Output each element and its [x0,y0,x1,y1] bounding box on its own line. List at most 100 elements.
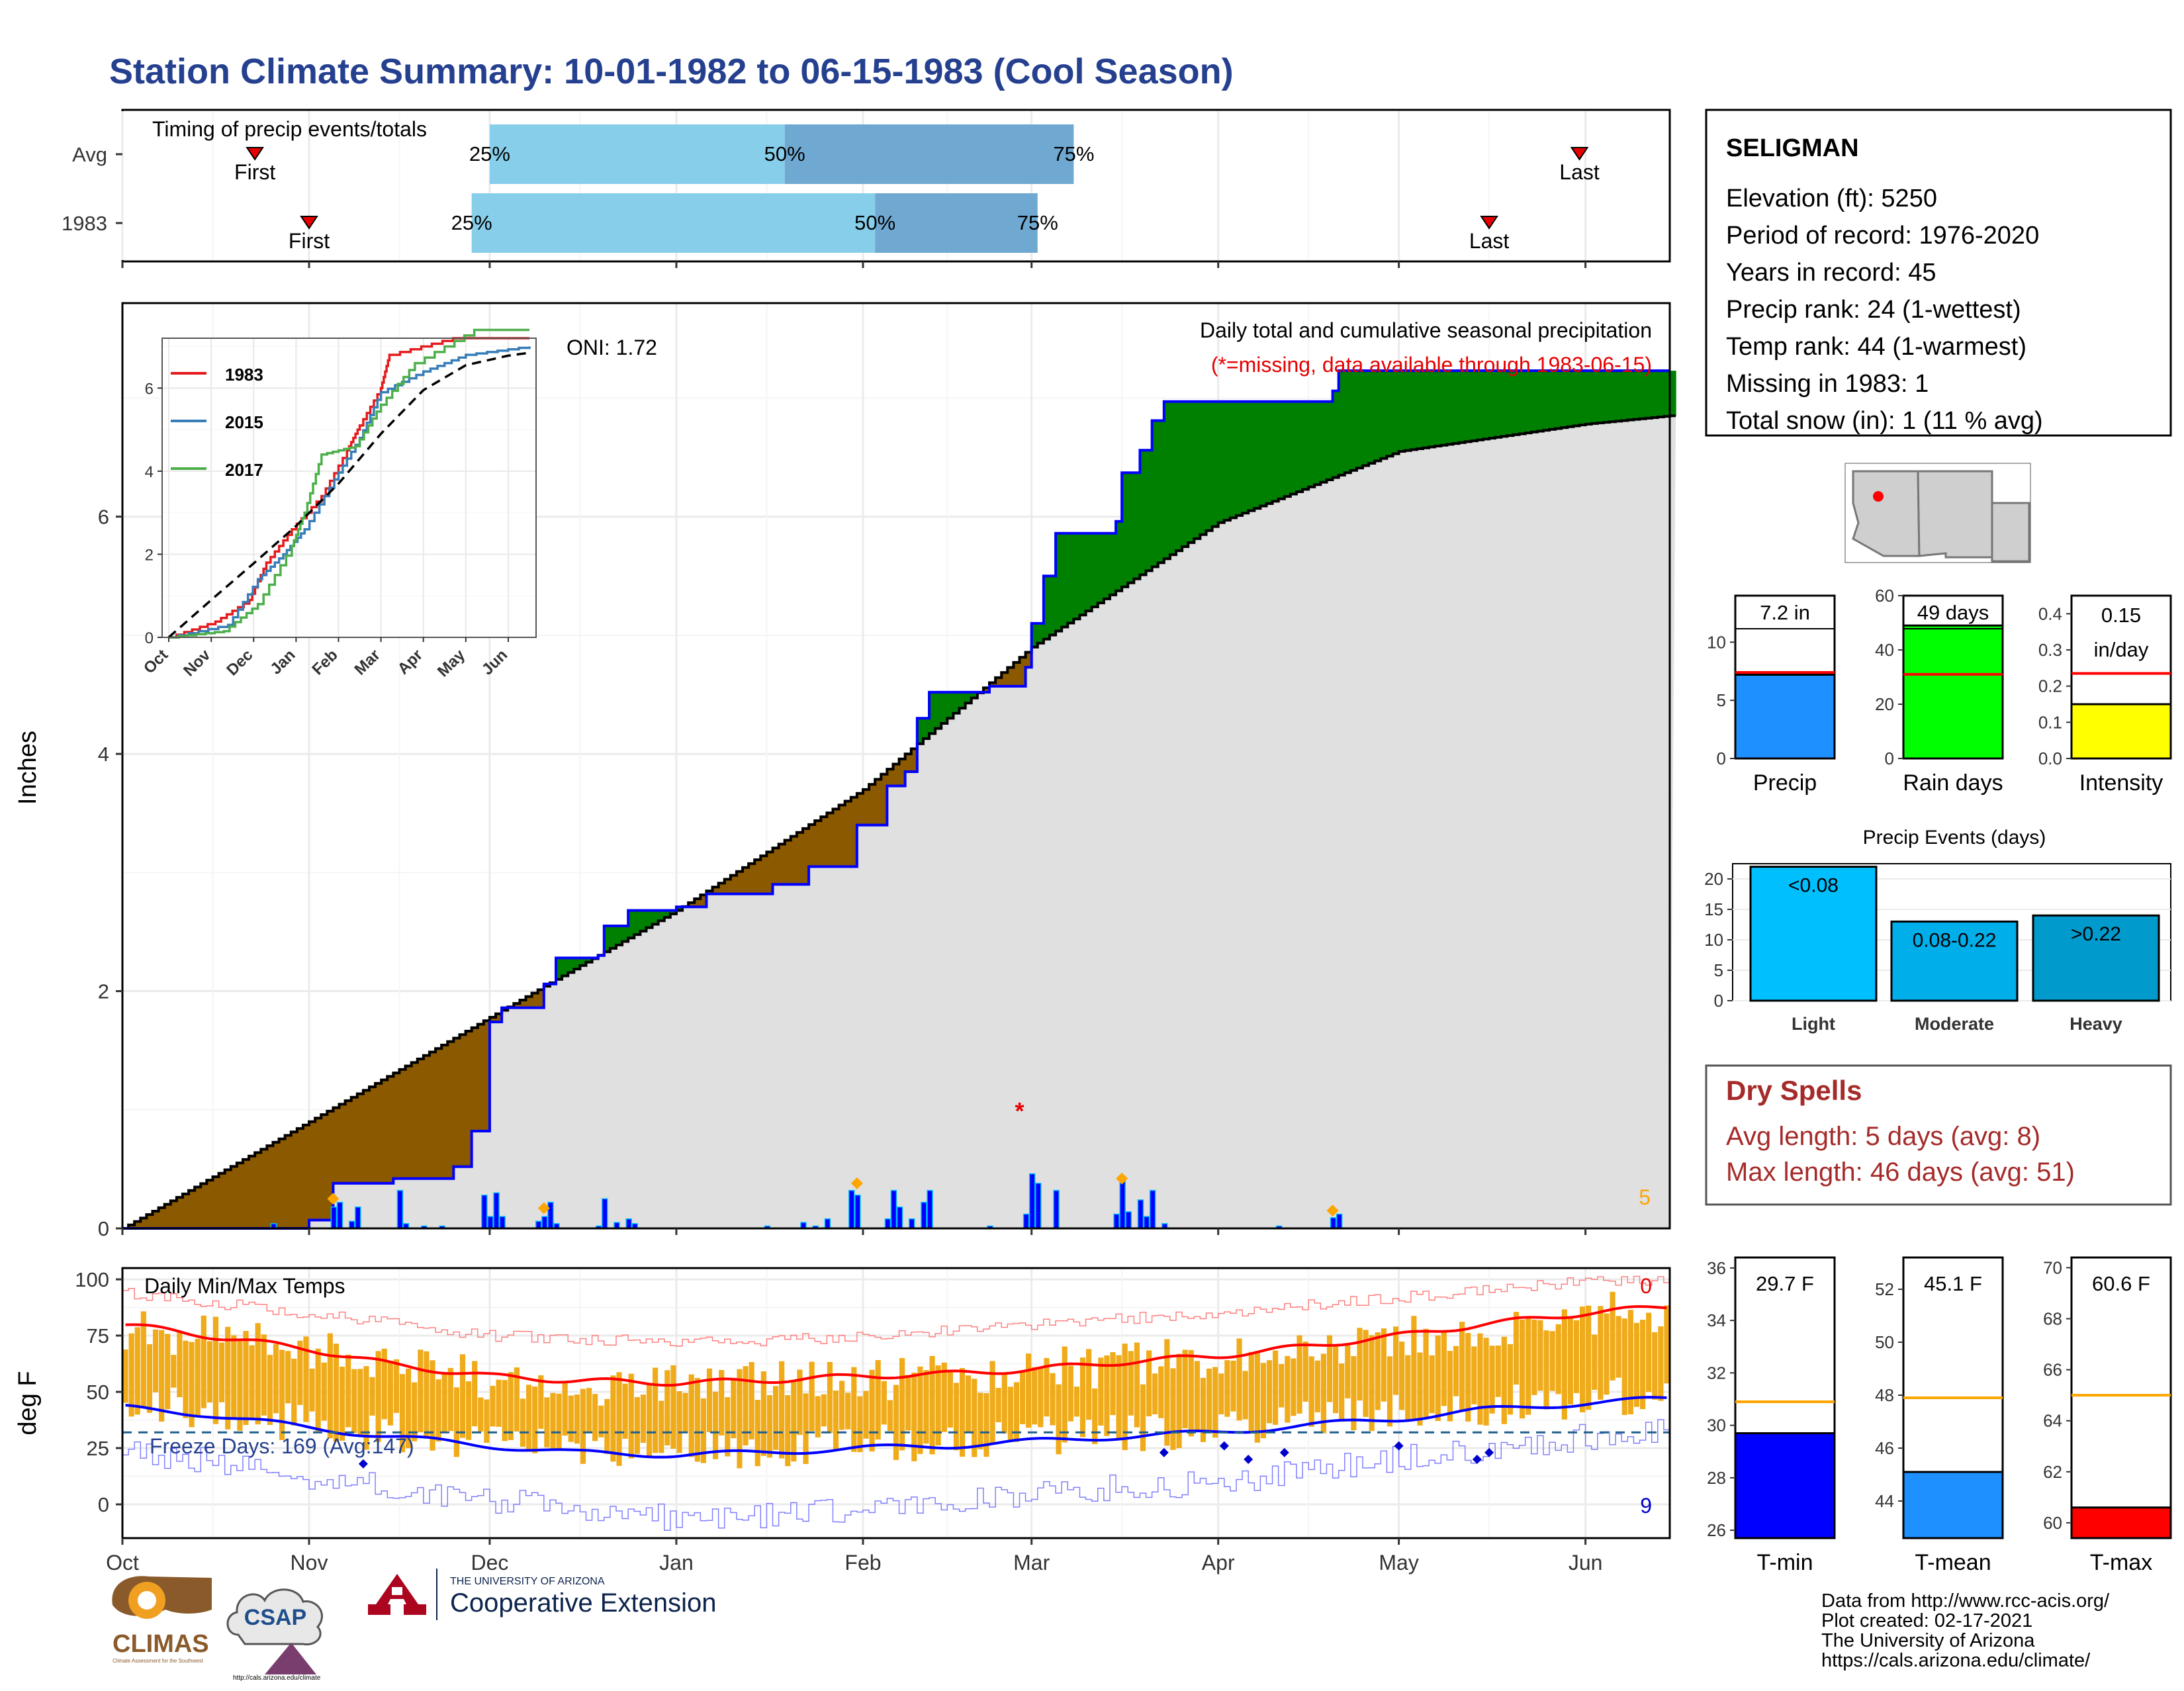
timing-label-25-0: 25% [469,142,510,165]
temp-summary-frame-2 [2070,1256,2172,1539]
daily-precip-bar-40 [1119,1177,1126,1229]
temp-summary-value-0: 29.7 F [1756,1272,1814,1295]
timing-label-75-1: 75% [1017,211,1058,234]
ua-logo-big-text: Cooperative Extension [450,1588,716,1618]
precip-events-chart: Precip Events (days) 0 5 10 15 20 <0.08 Light 0… [1704,827,2171,1034]
dry-spells-box: Dry Spells Avg length: 5 days (avg: 8) M… [1705,1064,2172,1206]
temp-y-tick-label-1: 25 [87,1437,109,1460]
climas-logo: CLIMAS Climate Assessment for the Southw… [112,1576,212,1664]
station-snow: Total snow (in): 1 (11 % avg) [1726,407,2043,435]
events-bar-light [1749,866,1878,1002]
temp-lines [122,1275,1670,1531]
daily-precip-bar-44 [1149,1189,1156,1229]
timing-marker-last-1 [1480,216,1498,230]
small-bar-tick-label-1-3: 60 [1875,586,1894,606]
temp-summary-fill-2 [2070,1506,2172,1539]
dry-spells-frame [1705,1064,2172,1206]
small-bar-label-0: Precip [1753,770,1817,796]
events-bar-label-0: Light [1792,1014,1835,1034]
snow-marker-1 [537,1202,550,1214]
record-min-marker-6 [1472,1455,1482,1464]
temp-y-tick-label-3: 75 [87,1324,109,1348]
temp-panel-frame [121,1267,1671,1539]
timing-label-last-0: Last [1559,160,1600,184]
daily-precip-bar-29 [890,1189,897,1229]
precip-areas [122,369,1676,1230]
daily-precip-bar-18 [602,1198,608,1229]
temp-panel: 0 25 50 75 100 Oct Nov Dec Jan Feb Mar Apr May Jun d… [14,1267,1671,1575]
small-bar-fill-1 [1902,624,2004,760]
daily-precip-bar-20 [625,1218,632,1229]
daily-precip-bar-10 [487,1216,494,1229]
small-bar-fill-2 [2070,703,2172,760]
temp-x-axis: Oct Nov Dec Jan Feb Mar Apr May Jun [106,1538,1602,1575]
temp-y-axis: 0 25 50 75 100 [75,1268,122,1516]
record-min-marker-7 [1484,1447,1494,1457]
precip-x-ticks [121,1228,1587,1235]
inset-lines [167,328,531,639]
small-bar-tick-label-1-2: 40 [1875,640,1894,660]
inset-line-2017 [169,328,529,639]
events-bar-moderate [1890,920,2019,1002]
precip-panel-frame [121,302,1671,1230]
timing-label-last-1: Last [1469,229,1510,253]
temp-daily-range-bars [122,1291,1670,1469]
timing-label-50-1: 50% [854,211,895,234]
record-min-marker-5 [1394,1441,1404,1451]
station-name: SELIGMAN [1726,134,1859,162]
daily-precip-bar-4 [355,1206,361,1229]
temp-count-max: 0 [1640,1274,1652,1298]
footer-credits: Data from http://www.rcc-acis.org/ Plot … [1821,1590,2110,1671]
temp-summary-tick-label-0-0: 26 [1707,1520,1726,1540]
inset-y-tick-label-2: 4 [145,463,154,481]
daily-precip-bar-30 [896,1206,903,1229]
daily-precip-bar-11 [493,1192,500,1229]
precip-missing-label: (*=missing, data available through 1983-… [1211,353,1652,377]
temp-daily-bars [122,1291,1670,1469]
small-bar-tick-label-1-0: 0 [1885,749,1894,768]
timing-label-25-1: 25% [451,211,492,234]
daily-precip-bar-14 [541,1216,548,1229]
daily-precip-bar-39 [1113,1213,1120,1229]
daily-precip-bar-38 [1053,1189,1060,1229]
precip-y-axis: 0 2 4 6 [98,506,122,1240]
timing-row-label-1983: 1983 [62,212,107,235]
inset-y-tick-label-3: 6 [145,380,154,398]
record-min-marker-4 [1279,1447,1289,1457]
precip-y-label: Inches [14,731,42,805]
timing-bars: 25% 50% 75% First Last 25% 50% 75% First Last [234,124,1600,253]
daily-precip-bar-9 [481,1195,488,1229]
legend-label-1983: 1983 [225,365,263,385]
temp-summary-bars: 26 28 30 32 34 36 29.7 F T-min 44 46 48 50 52 45.1 F T… [1707,1256,2172,1575]
csap-logo-url: http://cals.arizona.edu/climate [233,1674,321,1682]
temp-y-tick-label-4: 100 [75,1268,109,1291]
timing-label-50-0: 50% [764,142,805,165]
csap-logo: CSAP http://cals.arizona.edu/climate [226,1588,323,1682]
temp-summary-value-2: 60.6 F [2092,1272,2150,1295]
temp-summary-tick-label-2-1: 62 [2043,1462,2062,1482]
daily-precip-bar-36 [1028,1173,1036,1229]
precip-y-tick-label-0: 0 [98,1217,109,1240]
daily-precip-bar-48 [1336,1213,1343,1229]
small-bar-tick-label-2-4: 0.4 [2038,604,2062,623]
events-bar-label-2: Heavy [2070,1014,2122,1034]
temp-summary-tick-label-1-2: 48 [1875,1385,1894,1405]
snow-marker-3 [1116,1172,1128,1185]
temp-summary-tick-label-0-1: 28 [1707,1468,1726,1488]
station-years: Years in record: 45 [1726,259,1936,287]
daily-precip-bar-5 [396,1189,404,1229]
events-tick-label-0: 0 [1714,991,1723,1011]
footer-line-url: https://cals.arizona.edu/climate/ [1821,1650,2091,1671]
ua-logo-small-text: THE UNIVERSITY OF ARIZONA [450,1576,605,1587]
temp-summary-label-2: T-max [2090,1550,2152,1575]
freeze-days-label: Freeze Days: 169 (Avg:147) [150,1434,414,1458]
seasonal-summary-bars: 0 5 10 7.2 in Precip 0 20 40 60 49 days Rain days 0… [1707,586,2172,796]
precip-panel: 0 2 4 6 Inches Daily total and cumulative s… [14,302,1676,1240]
record-min-marker-3 [1244,1455,1253,1464]
daily-precip-bar-25 [824,1218,831,1229]
daily-precip-bar-28 [884,1218,891,1229]
daily-precip-bar-47 [1330,1217,1337,1229]
temp-x-tick-label-0: Oct [106,1551,139,1575]
